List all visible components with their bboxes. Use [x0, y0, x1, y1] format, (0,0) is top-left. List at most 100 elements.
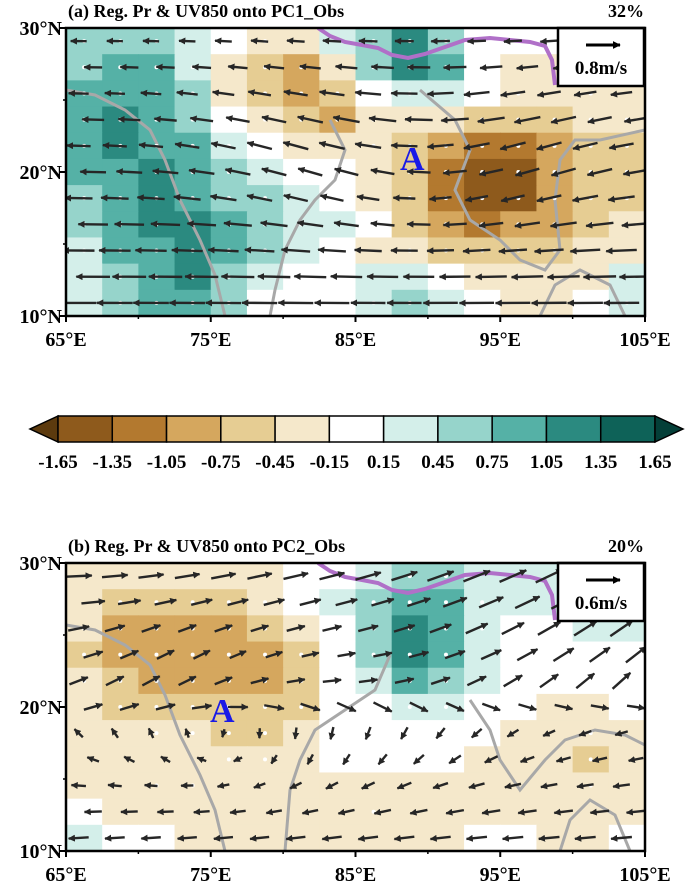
country-border-line — [66, 88, 227, 316]
wind-vector — [322, 37, 342, 45]
wind-vector — [138, 141, 164, 149]
shading-cell — [536, 667, 574, 695]
country-border-line — [268, 119, 347, 316]
wind-vector — [321, 834, 342, 842]
wind-vector — [618, 273, 645, 281]
colorbar-label: -1.65 — [38, 452, 78, 473]
wind-vector — [283, 89, 308, 97]
wind-vector — [319, 193, 344, 202]
significance-dot — [443, 652, 448, 657]
wind-vector — [426, 247, 455, 255]
wind-vector — [261, 114, 287, 124]
wind-vector — [333, 220, 359, 228]
wind-vector — [211, 89, 235, 97]
wind-vector — [586, 167, 613, 177]
wind-vector — [337, 650, 357, 658]
wind-vector — [229, 650, 247, 660]
wind-vector — [462, 247, 491, 255]
wind-vector — [81, 598, 106, 606]
wind-vector — [538, 834, 560, 842]
wind-vector — [390, 142, 418, 150]
significance-dot — [588, 757, 593, 762]
shading-cell — [391, 772, 429, 800]
wind-vector — [510, 273, 544, 281]
panel-b-wind-vectors — [66, 567, 645, 842]
wind-vector — [484, 755, 499, 764]
wind-vector — [297, 166, 323, 177]
wind-vector — [214, 624, 233, 633]
wind-vector — [286, 624, 306, 632]
wind-vector — [406, 168, 431, 176]
wind-vector — [249, 834, 270, 842]
wind-vector — [444, 649, 466, 660]
wind-vector — [282, 140, 309, 151]
shading-cell — [608, 667, 645, 695]
panel-b-percent: 20% — [608, 536, 644, 556]
wind-vector — [466, 37, 487, 45]
colorbar-label: -0.75 — [201, 452, 241, 473]
wind-vector — [83, 650, 104, 659]
wind-vector — [464, 194, 489, 203]
wind-vector — [370, 167, 395, 176]
wind-vector — [119, 649, 140, 660]
wind-vector — [178, 37, 196, 45]
wind-vector — [573, 90, 597, 98]
colorbar-label: 1.35 — [584, 452, 617, 473]
colorbar-bin — [57, 415, 114, 443]
significance-dot — [226, 652, 231, 657]
wind-vector — [155, 63, 175, 71]
shading-cell — [66, 693, 103, 721]
wind-vector — [371, 597, 395, 607]
wind-vector — [519, 755, 535, 763]
shading-cell — [464, 772, 501, 800]
wind-vector — [140, 834, 161, 842]
significance-dot — [226, 757, 231, 762]
wind-vector — [250, 676, 270, 685]
wind-vector — [152, 167, 179, 175]
wind-vector — [355, 570, 382, 581]
wind-vector — [499, 90, 526, 98]
wind-vector — [328, 726, 336, 740]
wind-vector — [193, 808, 210, 816]
wind-vector — [516, 648, 539, 662]
wind-vector — [408, 650, 430, 659]
wind-vector — [440, 116, 469, 124]
shading-cell — [319, 772, 357, 800]
wind-vector — [463, 90, 490, 98]
wind-vector — [188, 167, 215, 175]
wind-vector — [214, 676, 233, 686]
wind-vector — [259, 219, 288, 228]
y-tick-label: 10°N — [20, 841, 63, 863]
colorbar-bin — [274, 415, 331, 443]
wind-vector — [227, 597, 249, 607]
colorbar: -1.65 -1.35 -1.05 -0.75 -0.45 -0.15 0.15 0.45 0.… — [28, 414, 685, 473]
shading-cell — [283, 615, 320, 643]
shading-cell — [283, 589, 320, 616]
wind-vector — [306, 753, 314, 765]
wind-vector — [550, 115, 577, 125]
wind-vector — [83, 702, 104, 711]
wind-vector — [612, 782, 631, 790]
wind-vector — [334, 63, 358, 71]
wind-vector — [429, 834, 451, 842]
wind-vector — [186, 220, 217, 228]
shading-cell — [500, 667, 538, 695]
x-tick-label: 95°E — [480, 329, 521, 351]
significance-dot — [443, 600, 448, 605]
wind-vector — [357, 834, 379, 842]
wind-vector — [480, 649, 502, 661]
wind-vector — [409, 808, 428, 816]
wind-vector — [101, 572, 129, 579]
wind-vector — [542, 729, 556, 737]
wind-vector — [261, 167, 287, 177]
wind-vector — [373, 808, 392, 816]
wind-vector — [299, 597, 322, 607]
x-tick-label: 75°E — [190, 329, 231, 351]
wind-vector — [368, 115, 397, 123]
wind-vector — [322, 677, 342, 684]
wind-vector — [223, 220, 252, 228]
wind-vector — [342, 753, 351, 766]
panel-b-reference-label: 0.6m/s — [575, 593, 627, 614]
wind-vector — [100, 194, 129, 202]
